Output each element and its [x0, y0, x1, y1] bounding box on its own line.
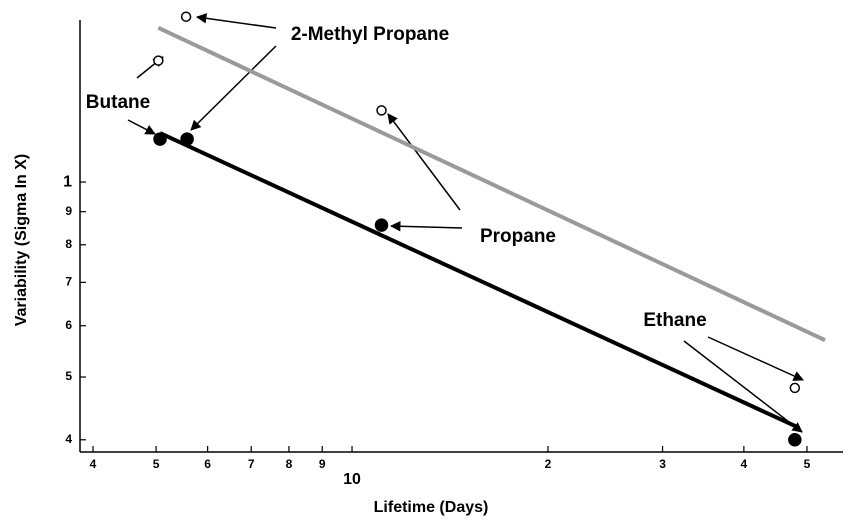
x-tick-label: 5 [804, 457, 811, 471]
x-tick-label: 9 [319, 457, 326, 471]
x-tick-label: 4 [90, 457, 97, 471]
annotation: Ethane [643, 310, 706, 331]
point [180, 11, 192, 22]
arrow [387, 113, 461, 211]
x-tick-label: 5 [153, 457, 160, 471]
fit-line [157, 26, 826, 342]
x-axis-title: Lifetime (Days) [374, 499, 489, 516]
x-tick-label: 2 [545, 457, 552, 471]
y-tick-label: 5 [65, 369, 72, 383]
y-tick-label: 1 [63, 173, 72, 190]
point [789, 382, 801, 394]
x-tick-label: 6 [204, 457, 211, 471]
point [153, 132, 167, 146]
x-tick-label: 7 [248, 457, 255, 471]
y-tick-label: 8 [65, 237, 72, 251]
point [788, 433, 802, 447]
x-tick-label: 4 [741, 457, 748, 471]
point [153, 55, 164, 66]
point [374, 218, 389, 232]
x-tick-label: 10 [343, 471, 361, 488]
arrow [195, 13, 277, 29]
arrow [683, 340, 803, 433]
arrow [707, 336, 804, 381]
annotation: Butane [86, 92, 150, 113]
point [180, 132, 194, 146]
y-axis-title: Variability (Sigma In X) [13, 154, 30, 327]
arrow [127, 119, 156, 135]
x-tick-label: 8 [286, 457, 293, 471]
arrow [389, 221, 463, 232]
fit-line [159, 131, 798, 429]
x-tick-label: 3 [659, 457, 666, 471]
y-tick-label: 6 [65, 318, 72, 332]
y-tick-label: 7 [65, 275, 72, 289]
arrows [127, 13, 804, 433]
y-tick-label: 4 [65, 432, 72, 446]
arrow [190, 45, 277, 131]
annotation: 2-Methyl Propane [291, 24, 449, 45]
y-tick-label: 9 [65, 204, 72, 218]
annotation: Propane [480, 226, 556, 247]
point [376, 105, 387, 116]
